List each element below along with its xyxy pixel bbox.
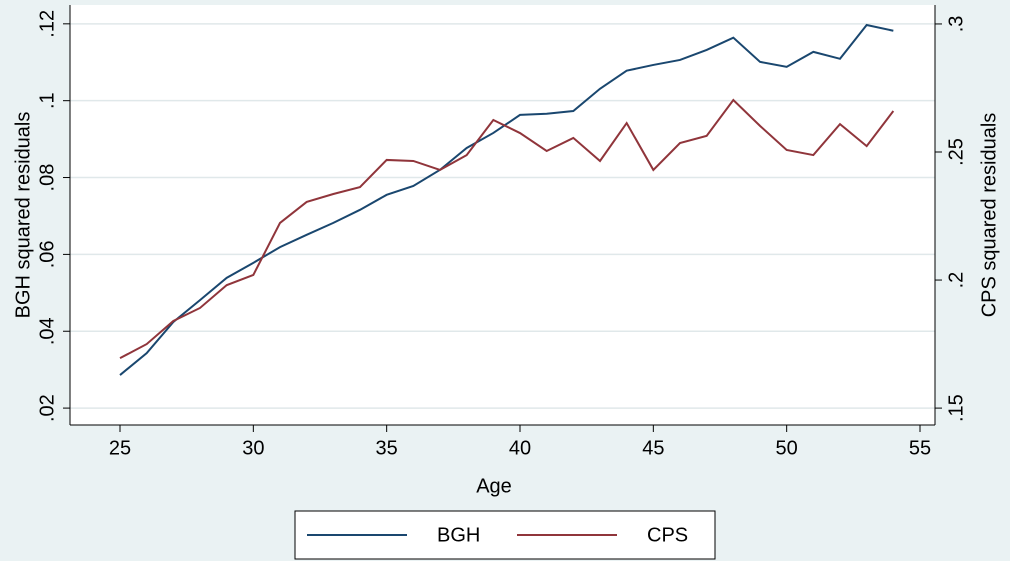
y-tick-label: .08 xyxy=(36,164,58,192)
data-line xyxy=(119,98,895,360)
y2-axis-label: CPS squared residuals xyxy=(978,113,1000,318)
y2-tick-label: .3 xyxy=(945,16,967,33)
y-tick-label: .04 xyxy=(36,317,58,345)
data-line xyxy=(119,23,894,376)
y2-tick-label: .2 xyxy=(945,272,967,289)
x-tick-label: 35 xyxy=(376,437,398,459)
plot-area xyxy=(70,5,935,425)
y-tick-label: .06 xyxy=(36,240,58,268)
legend-label: CPS xyxy=(647,524,688,546)
y-tick-label: .12 xyxy=(36,10,58,38)
y-tick-label: .1 xyxy=(36,92,58,109)
legend-label: BGH xyxy=(437,524,480,546)
x-tick-label: 25 xyxy=(109,437,131,459)
x-tick-label: 55 xyxy=(909,437,931,459)
y2-tick-label: .25 xyxy=(945,138,967,166)
x-tick-label: 40 xyxy=(509,437,531,459)
x-tick-label: 30 xyxy=(242,437,264,459)
x-tick-label: 50 xyxy=(776,437,798,459)
y-tick-label: .02 xyxy=(36,394,58,422)
x-tick-label: 45 xyxy=(642,437,664,459)
x-axis-label: Age xyxy=(476,475,512,497)
y2-tick-label: .15 xyxy=(945,394,967,422)
y-axis-label: BGH squared residuals xyxy=(12,112,34,319)
